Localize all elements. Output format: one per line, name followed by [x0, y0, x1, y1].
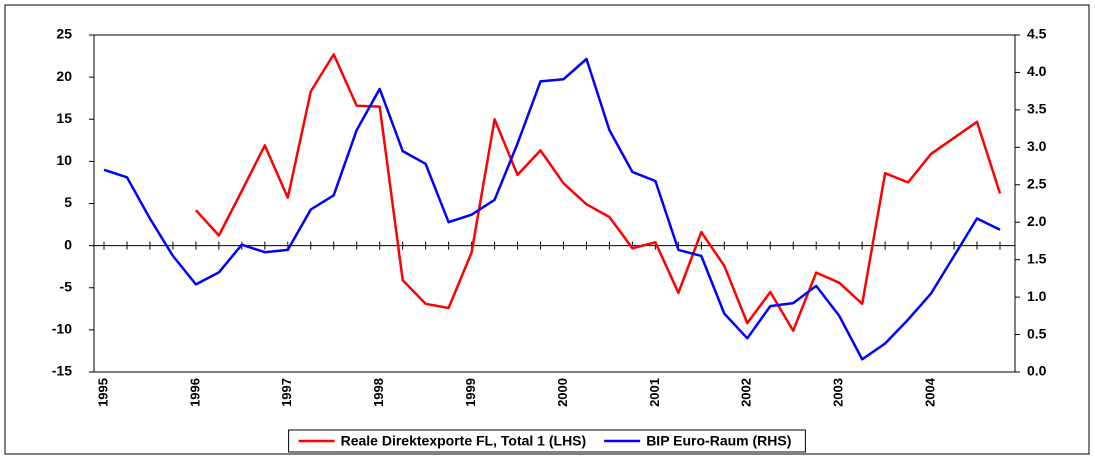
legend-box	[288, 429, 806, 453]
legend: Reale Direktexporte FL, Total 1 (LHS) BIP…	[288, 429, 806, 453]
x-tick-label: 2000	[555, 378, 570, 407]
x-tick-label: 1998	[371, 378, 386, 407]
y-tick-label: -10	[52, 321, 72, 337]
y2-tick-label: 0.5	[1027, 325, 1047, 341]
x-tick-label: 1996	[187, 378, 202, 407]
y-tick-label: 15	[56, 110, 72, 126]
y-tick-label: 10	[56, 152, 72, 168]
x-tick-label: 2001	[647, 378, 662, 407]
plot-area	[93, 34, 1016, 373]
chart-frame	[4, 4, 1090, 455]
x-tick-label: 2003	[831, 378, 846, 407]
y2-tick-label: 1.0	[1027, 288, 1047, 304]
y-tick-label: 25	[56, 26, 72, 42]
series-line	[194, 53, 1002, 332]
y-tick-label: -5	[60, 278, 73, 294]
y2-tick-label: 1.5	[1027, 250, 1047, 266]
y2-tick-label: 3.5	[1027, 101, 1047, 117]
x-tick-label: 1997	[279, 378, 294, 407]
x-tick-label: 2002	[739, 378, 754, 407]
y-tick-label: 5	[64, 194, 72, 210]
legend-label: BIP Euro-Raum (RHS)	[646, 433, 791, 449]
y2-tick-label: 4.0	[1027, 63, 1047, 79]
series-line	[103, 57, 1001, 361]
x-tick-label: 1995	[95, 378, 110, 407]
x-tick-label: 2004	[923, 377, 938, 407]
y2-tick-label: 3.0	[1027, 138, 1047, 154]
y-tick-label: 20	[56, 68, 72, 84]
y2-tick-label: 0.0	[1027, 363, 1047, 379]
y-tick-label: -15	[52, 363, 72, 379]
legend-label: Reale Direktexporte FL, Total 1 (LHS)	[341, 433, 587, 449]
y2-tick-label: 4.5	[1027, 26, 1047, 42]
y2-tick-label: 2.5	[1027, 175, 1047, 191]
y2-tick-label: 2.0	[1027, 213, 1047, 229]
x-tick-label: 1999	[463, 378, 478, 407]
y-tick-label: 0	[64, 236, 72, 252]
